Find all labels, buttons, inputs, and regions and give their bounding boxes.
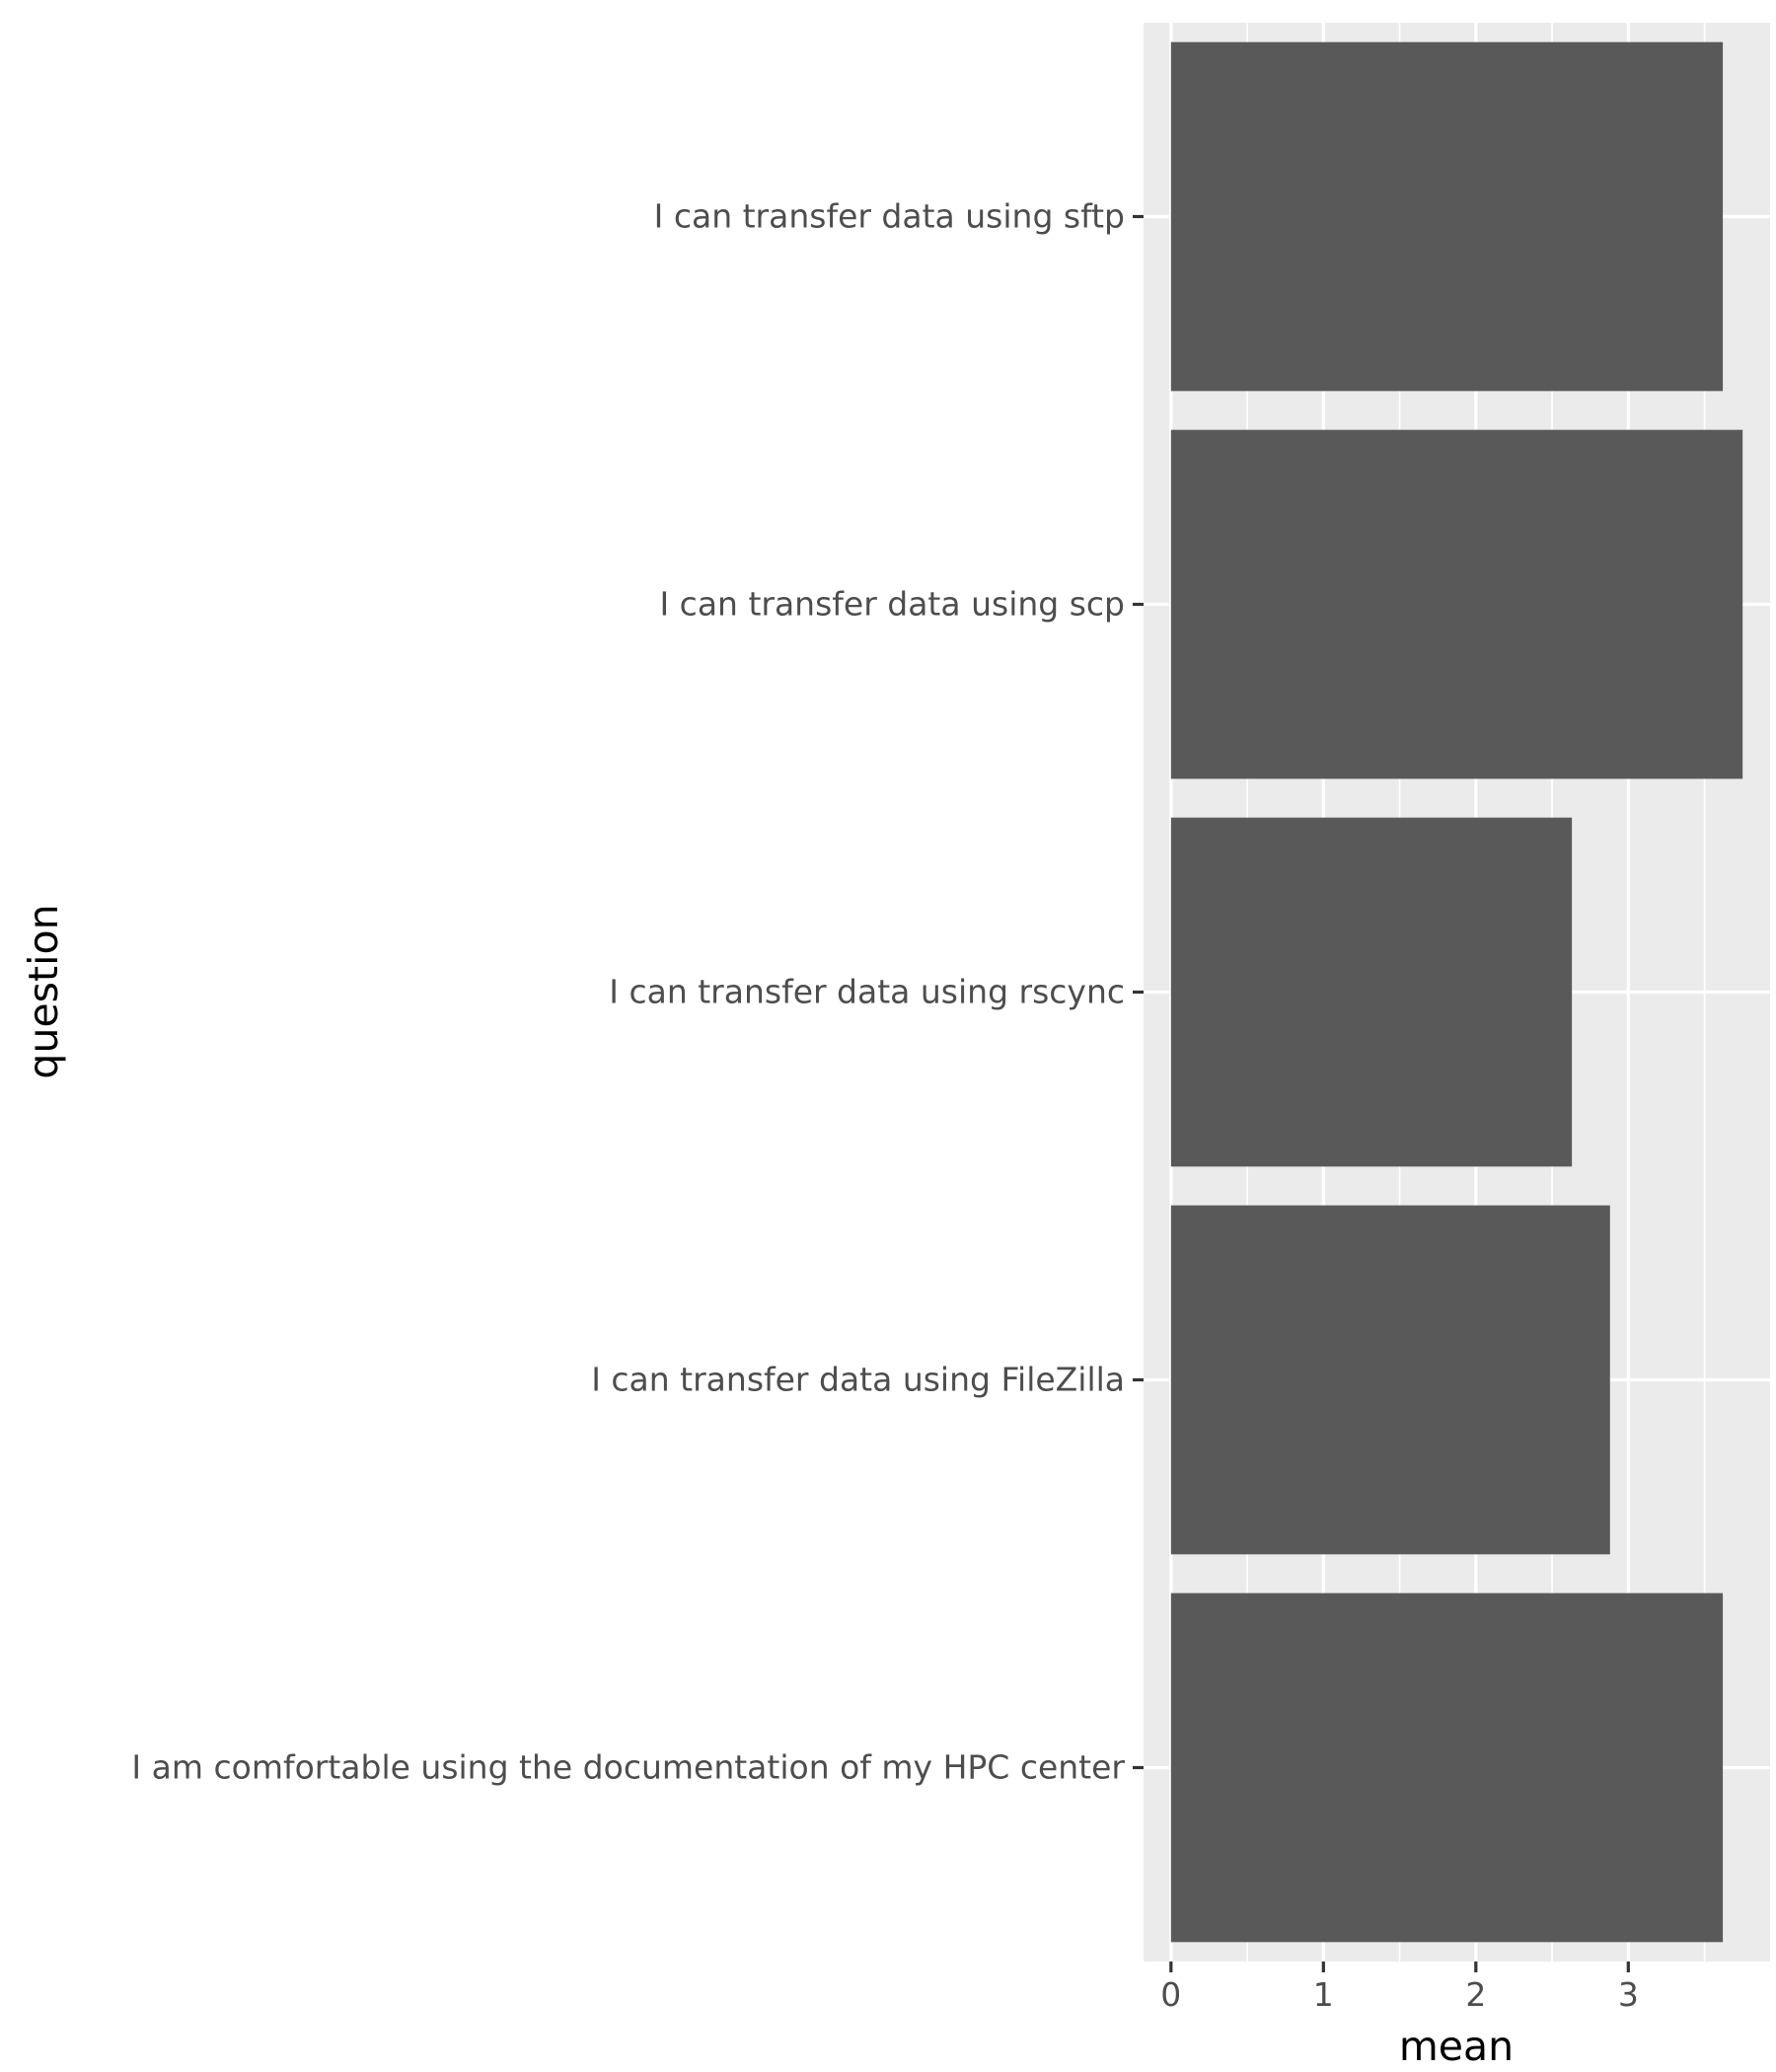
bar [1170,1205,1610,1555]
x-tick-label: 2 [1465,1975,1486,2014]
y-tick-label: I can transfer data using FileZilla [591,1361,1125,1399]
y-axis-title: question [20,904,67,1078]
y-tick-label: I can transfer data using scp [659,585,1125,624]
bar [1170,1592,1724,1943]
y-tick-label: I am comfortable using the documentation… [131,1748,1125,1787]
y-tick-label: I can transfer data using rscync [609,973,1125,1011]
bar [1170,41,1724,392]
x-axis-ticks: 0 1 2 3 [1160,1961,1639,2014]
x-tick-label: 1 [1313,1975,1334,2014]
bars [1170,41,1743,1943]
bar [1170,817,1573,1167]
y-tick-label: I can transfer data using sftp [654,197,1125,236]
x-axis-title: mean [1399,2023,1514,2070]
bar [1170,429,1743,779]
x-tick-label: 3 [1618,1975,1639,2014]
x-tick-label: 0 [1160,1975,1181,2014]
y-axis-ticks: I can transfer data using sftp I can tran… [131,197,1144,1787]
